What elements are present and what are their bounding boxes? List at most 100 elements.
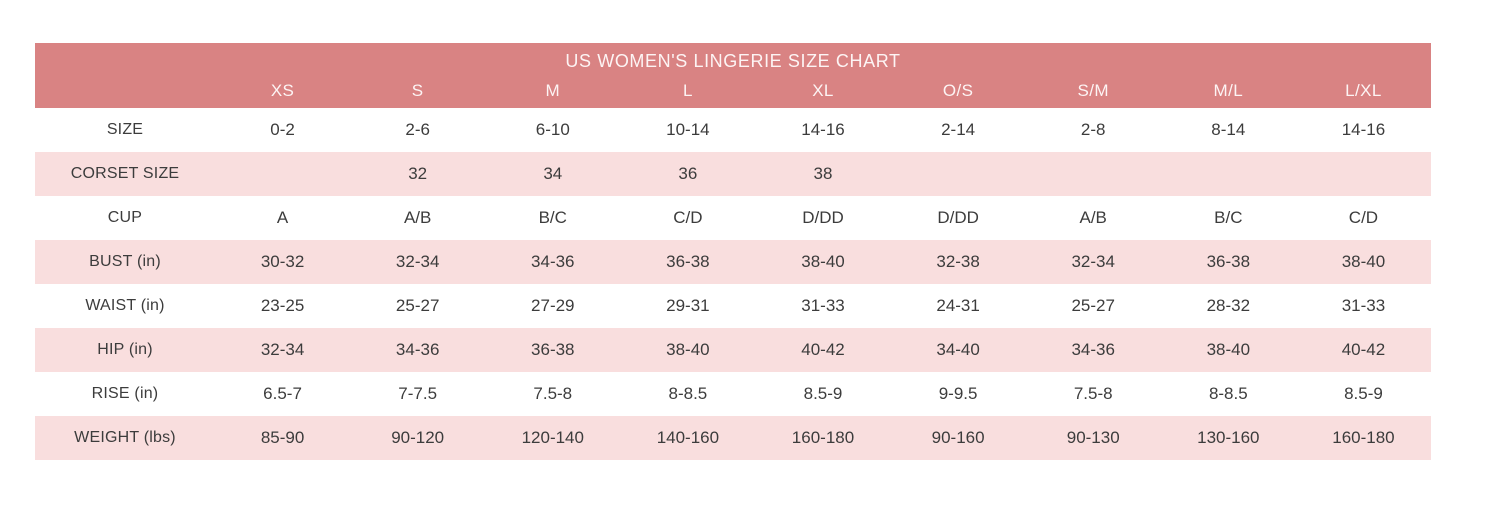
column-header-s-m: S/M — [1077, 81, 1109, 100]
cell: 90-160 — [931, 428, 985, 447]
column-header-m: M — [545, 81, 561, 100]
size-chart-body: SIZE 0-2 2-6 6-10 10-14 14-16 2-14 2-8 8-14 14-16… — [35, 108, 1431, 460]
cell: A/B — [403, 208, 432, 227]
cell: 30-32 — [260, 252, 305, 271]
cell: 40-42 — [801, 340, 845, 359]
cell — [891, 152, 1026, 196]
column-header-l: L — [682, 81, 693, 100]
cell: 6.5-7 — [263, 384, 302, 403]
cell: 32-34 — [260, 340, 305, 359]
cell: 38 — [813, 164, 833, 183]
cell: 25-27 — [1071, 296, 1115, 315]
cell: 34 — [543, 164, 563, 183]
cell: B/C — [538, 208, 567, 227]
cell: 38-40 — [666, 340, 710, 359]
cell: C/D — [1348, 208, 1379, 227]
column-header-m-l: M/L — [1213, 81, 1244, 100]
cell: 0-2 — [270, 120, 295, 139]
cell: 36-38 — [1206, 252, 1251, 271]
cell: 2-14 — [941, 120, 976, 139]
cell: 160-180 — [1332, 428, 1395, 447]
cell: 140-160 — [656, 428, 720, 447]
size-chart-table: US WOMEN'S LINGERIE SIZE CHART XS S M L XL O/… — [35, 43, 1431, 460]
cell: 38-40 — [1341, 252, 1386, 271]
cell: 10-14 — [666, 120, 710, 139]
cell — [215, 152, 350, 196]
cell: 85-90 — [260, 428, 305, 447]
column-header-s: S — [411, 81, 424, 100]
cell: 32-34 — [395, 252, 440, 271]
column-header-o-s: O/S — [942, 81, 974, 100]
cell: D/DD — [802, 208, 844, 227]
cell: 38-40 — [801, 252, 845, 271]
cell: 27-29 — [531, 296, 575, 315]
size-chart-header: US WOMEN'S LINGERIE SIZE CHART XS S M L XL O/… — [35, 43, 1431, 108]
cell: 25-27 — [395, 296, 440, 315]
row-label: CORSET SIZE — [70, 165, 180, 182]
cell: 7.5-8 — [533, 384, 573, 403]
row-label: SIZE — [106, 121, 144, 138]
cell: D/DD — [937, 208, 979, 227]
table-row: BUST (in) 30-32 32-34 34-36 36-38 38-40 32-38 3… — [35, 240, 1431, 284]
cell: 32-38 — [936, 252, 980, 271]
table-row: CORSET SIZE 32 34 36 38 — [35, 152, 1431, 196]
cell: 2-6 — [405, 120, 430, 139]
table-row: SIZE 0-2 2-6 6-10 10-14 14-16 2-14 2-8 8-14 14-16 — [35, 108, 1431, 152]
cell: 130-160 — [1197, 428, 1260, 447]
chart-title: US WOMEN'S LINGERIE SIZE CHART — [565, 51, 901, 71]
row-label: WAIST (in) — [85, 297, 165, 314]
cell: 31-33 — [1341, 296, 1386, 315]
cell: 2-8 — [1080, 120, 1106, 139]
cell: 8.5-9 — [803, 384, 843, 403]
cell: 9-9.5 — [938, 384, 978, 403]
cell: 31-33 — [801, 296, 845, 315]
cell: 34-36 — [395, 340, 440, 359]
cell: 34-40 — [936, 340, 980, 359]
cell: 29-31 — [666, 296, 710, 315]
cell: 8-8.5 — [1208, 384, 1248, 403]
cell: 23-25 — [260, 296, 305, 315]
cell: 38-40 — [1206, 340, 1251, 359]
table-row: HIP (in) 32-34 34-36 36-38 38-40 40-42 34-40 34… — [35, 328, 1431, 372]
cell: 34-36 — [531, 252, 575, 271]
table-row: CUP A A/B B/C C/D D/DD D/DD A/B B/C C/D — [35, 196, 1431, 240]
cell: 160-180 — [791, 428, 855, 447]
row-label: CUP — [107, 209, 143, 226]
size-chart: US WOMEN'S LINGERIE SIZE CHART XS S M L XL O/… — [35, 43, 1431, 460]
cell: 8-14 — [1211, 120, 1246, 139]
cell: 36-38 — [666, 252, 710, 271]
cell: 120-140 — [521, 428, 584, 447]
cell: 14-16 — [801, 120, 845, 139]
cell: 90-130 — [1066, 428, 1120, 447]
cell: 90-120 — [391, 428, 445, 447]
cell: 28-32 — [1206, 296, 1251, 315]
cell: 34-36 — [1071, 340, 1115, 359]
cell: 36-38 — [531, 340, 575, 359]
row-label: WEIGHT (lbs) — [74, 429, 176, 446]
cell: 7-7.5 — [398, 384, 438, 403]
cell: 32 — [408, 164, 428, 183]
column-header-xl: XL — [812, 81, 834, 100]
column-header-row: XS S M L XL O/S S/M M/L L/XL — [35, 74, 1431, 108]
cell: 14-16 — [1341, 120, 1386, 139]
column-header-xs: XS — [270, 81, 295, 100]
cell: C/D — [673, 208, 703, 227]
row-label: BUST (in) — [89, 253, 161, 270]
cell: 32-34 — [1071, 252, 1115, 271]
cell: A/B — [1079, 208, 1107, 227]
column-header-l-xl: L/XL — [1345, 81, 1382, 100]
cell: 8.5-9 — [1344, 384, 1383, 403]
cell: 6-10 — [535, 120, 570, 139]
table-row: WEIGHT (lbs) 85-90 90-120 120-140 140-160 160… — [35, 416, 1431, 460]
cell: 40-42 — [1341, 340, 1386, 359]
cell — [1296, 152, 1431, 196]
cell: B/C — [1214, 208, 1243, 227]
cell: A — [276, 208, 289, 227]
title-row: US WOMEN'S LINGERIE SIZE CHART — [35, 43, 1431, 74]
row-label: HIP (in) — [97, 341, 153, 358]
cell — [1161, 152, 1296, 196]
row-label: RISE (in) — [91, 385, 159, 402]
cell: 36 — [678, 164, 698, 183]
cell: 24-31 — [936, 296, 980, 315]
table-row: RISE (in) 6.5-7 7-7.5 7.5-8 8-8.5 8.5-9 9-9.5 7… — [35, 372, 1431, 416]
